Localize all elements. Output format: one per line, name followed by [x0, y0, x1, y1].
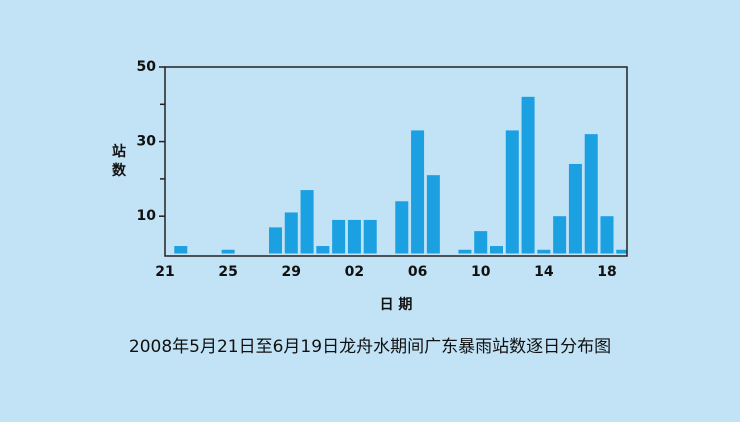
- bar: [347, 219, 361, 254]
- bar: [584, 134, 598, 254]
- bar: [568, 163, 582, 254]
- bar: [616, 249, 627, 254]
- x-tick-label: 14: [534, 264, 554, 280]
- bar: [411, 130, 425, 254]
- bar: [553, 216, 567, 254]
- bars: [174, 96, 627, 254]
- bar: [490, 246, 503, 254]
- x-tick-label: 21: [155, 264, 174, 280]
- x-tick-label: 06: [408, 264, 427, 280]
- x-tick-label: 18: [597, 264, 616, 280]
- y-tick-label: 50: [137, 59, 157, 75]
- bar: [521, 96, 535, 254]
- bar: [221, 249, 235, 254]
- bar: [505, 130, 519, 254]
- chart-title: 2008年5月21日至6月19日龙舟水期间广东暴雨站数逐日分布图: [129, 337, 611, 357]
- bar: [316, 246, 330, 254]
- x-axis-label: 日 期: [380, 297, 413, 313]
- y-axis-label: 站 数: [110, 143, 126, 178]
- y-tick-label: 10: [137, 208, 157, 224]
- bar: [458, 249, 472, 254]
- x-tick-label: 29: [282, 264, 301, 280]
- bar: [395, 201, 409, 254]
- y-tick-label: 30: [137, 134, 157, 150]
- bar: [300, 190, 314, 254]
- bar: [600, 216, 614, 254]
- x-tick-label: 10: [471, 264, 491, 280]
- bar: [426, 175, 440, 254]
- plot-frame: [164, 66, 628, 257]
- bar: [474, 231, 488, 254]
- bar: [269, 227, 282, 254]
- bar: [537, 249, 551, 254]
- bar: [363, 219, 377, 254]
- x-tick-label: 25: [218, 264, 237, 280]
- x-tick-label: 02: [345, 264, 364, 280]
- bar: [174, 246, 188, 254]
- bar: [332, 219, 346, 254]
- bar: [284, 212, 298, 254]
